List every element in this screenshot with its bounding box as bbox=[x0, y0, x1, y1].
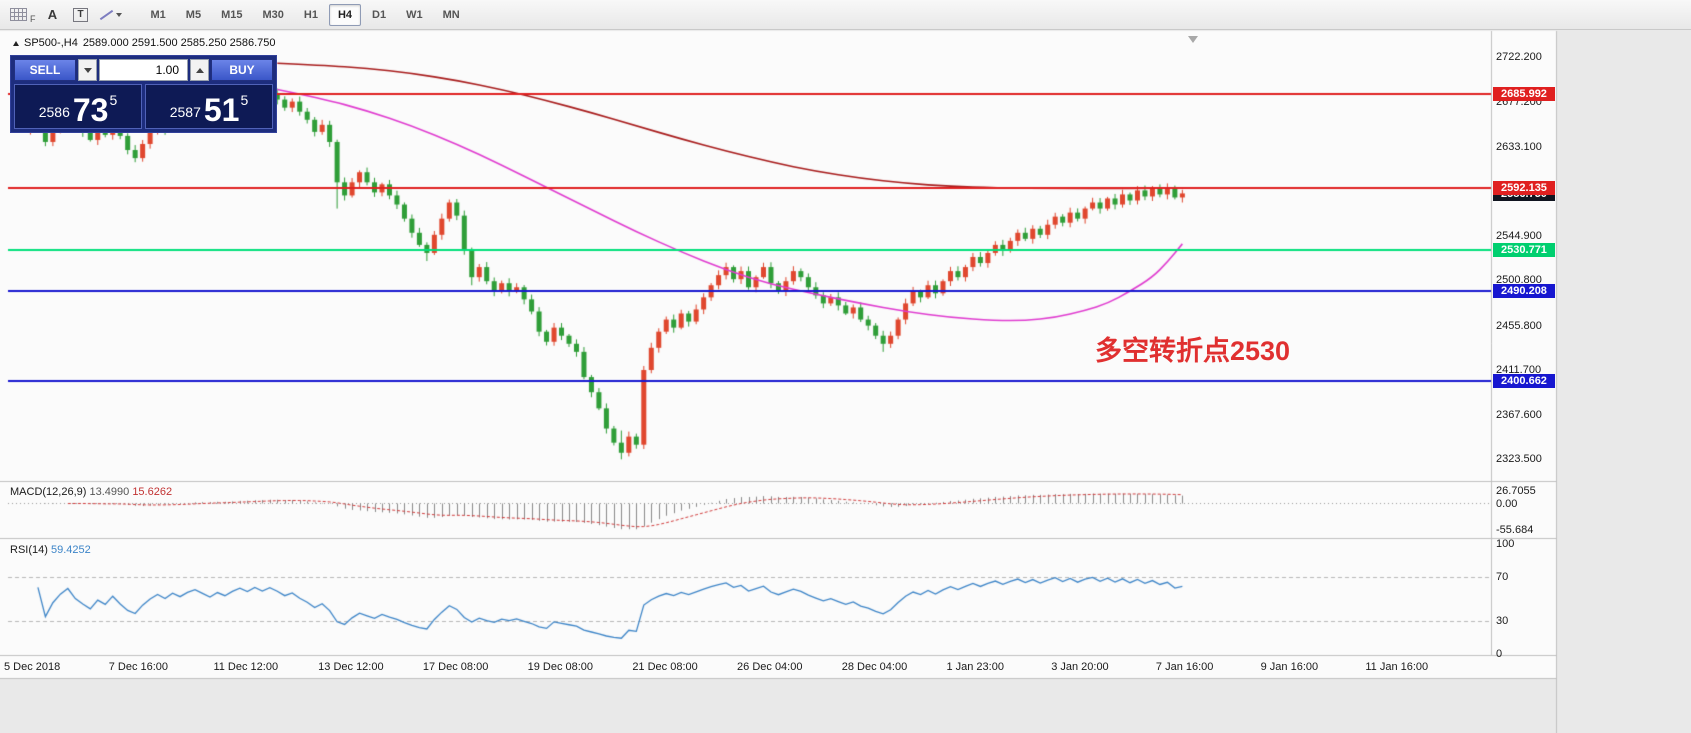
triangle-down-icon bbox=[83, 67, 92, 73]
bid-prefix: 2586 bbox=[38, 104, 70, 120]
price-axis-tick: 2633.100 bbox=[1496, 140, 1542, 153]
price-axis-tick: 2367.600 bbox=[1496, 408, 1542, 421]
timeframe-button-M5[interactable]: M5 bbox=[177, 4, 210, 26]
time-axis-label: 19 Dec 08:00 bbox=[527, 661, 594, 673]
timeframe-button-H1[interactable]: H1 bbox=[295, 4, 327, 26]
timeframe-button-M1[interactable]: M1 bbox=[142, 4, 175, 26]
timeframe-button-M30[interactable]: M30 bbox=[253, 4, 292, 26]
shapes-icon bbox=[100, 8, 113, 21]
price-axis-tick: 2544.900 bbox=[1496, 229, 1542, 242]
chart-annotation-text: 多空转折点2530 bbox=[1095, 336, 1291, 366]
chevron-down-icon bbox=[115, 12, 122, 17]
text-box-button[interactable]: T bbox=[68, 3, 94, 27]
lot-size-input[interactable] bbox=[99, 59, 188, 81]
time-axis-label: 13 Dec 12:00 bbox=[318, 661, 384, 673]
timeframe-button-D1[interactable]: D1 bbox=[363, 4, 395, 26]
rsi-axis-tick: 100 bbox=[1496, 538, 1515, 550]
price-axis-tick: 2455.800 bbox=[1496, 319, 1542, 332]
macd-axis-tick: 0.00 bbox=[1496, 497, 1518, 510]
symbol-arrow-icon bbox=[13, 40, 19, 46]
price-line-badge[interactable]: 2530.771 bbox=[1493, 243, 1555, 258]
time-axis-label: 11 Jan 16:00 bbox=[1365, 661, 1429, 673]
text-t-icon: T bbox=[73, 7, 88, 22]
time-axis-label: 26 Dec 04:00 bbox=[737, 661, 803, 673]
chart-shift-marker-icon[interactable] bbox=[1188, 36, 1198, 43]
trade-controls-row: SELL BUY bbox=[14, 59, 273, 81]
macd-axis-tick: -55.684 bbox=[1496, 523, 1534, 536]
timeframe-button-M15[interactable]: M15 bbox=[212, 4, 251, 26]
symbol-label: SP500-,H4 bbox=[24, 37, 78, 49]
time-axis-label: 1 Jan 23:00 bbox=[946, 661, 1004, 673]
macd-value-signal: 15.6262 bbox=[132, 486, 173, 498]
time-axis-label: 5 Dec 2018 bbox=[4, 661, 61, 673]
time-axis-label: 9 Jan 16:00 bbox=[1260, 661, 1319, 673]
ask-price-display[interactable]: 2587 51 5 bbox=[145, 84, 273, 129]
ask-pip-fraction: 5 bbox=[240, 92, 249, 108]
time-axis-label: 28 Dec 04:00 bbox=[841, 661, 908, 673]
sell-button[interactable]: SELL bbox=[14, 59, 76, 81]
time-axis-label: 7 Dec 16:00 bbox=[108, 661, 169, 673]
f-label: F bbox=[30, 13, 36, 24]
rsi-value: 59.4252 bbox=[50, 544, 91, 556]
timeframe-toolbar: M1 M5 M15 M30 H1 H4 D1 W1 MN bbox=[142, 3, 469, 26]
price-line-badge[interactable]: 2400.662 bbox=[1493, 374, 1555, 389]
time-axis-label: 21 Dec 08:00 bbox=[632, 661, 698, 673]
time-axis-label: 17 Dec 08:00 bbox=[422, 661, 489, 673]
price-line-badge[interactable]: 2592.135 bbox=[1493, 181, 1555, 196]
ohlc-values: 2589.000 2591.500 2585.250 2586.750 bbox=[82, 37, 276, 49]
bid-price-display[interactable]: 2586 73 5 bbox=[14, 84, 142, 129]
grid-tool-button[interactable] bbox=[5, 3, 31, 27]
macd-axis-tick: 26.7055 bbox=[1496, 484, 1536, 497]
grid-icon bbox=[9, 8, 27, 21]
bid-pip-fraction: 5 bbox=[109, 92, 118, 108]
lot-decrease-button[interactable] bbox=[78, 59, 97, 81]
price-axis-tick: 2323.500 bbox=[1496, 453, 1542, 466]
one-click-trading-panel: SELL BUY 2586 73 5 2587 51 5 bbox=[10, 55, 277, 133]
buy-button[interactable]: BUY bbox=[211, 59, 273, 81]
rsi-axis-tick: 0 bbox=[1496, 648, 1503, 660]
text-annotation-button[interactable]: A bbox=[40, 3, 66, 27]
macd-value-main: 13.4990 bbox=[89, 486, 130, 498]
rsi-axis-tick: 30 bbox=[1496, 615, 1509, 627]
shapes-button[interactable] bbox=[96, 3, 126, 27]
macd-indicator-label: MACD(12,26,9) 13.4990 15.6262 bbox=[10, 486, 172, 498]
text-a-icon: A bbox=[47, 7, 58, 22]
price-axis-tick: 2411.700 bbox=[1496, 364, 1542, 377]
bid-big-digits: 73 bbox=[72, 91, 109, 128]
timeframe-button-H4[interactable]: H4 bbox=[328, 3, 361, 26]
price-axis-tick: 2722.200 bbox=[1496, 50, 1542, 63]
lot-increase-button[interactable] bbox=[190, 59, 209, 81]
rsi-axis-tick: 70 bbox=[1496, 571, 1509, 583]
ask-big-digits: 51 bbox=[203, 91, 240, 128]
timeframe-button-MN[interactable]: MN bbox=[434, 4, 469, 26]
price-line-badge[interactable]: 2490.208 bbox=[1493, 284, 1555, 299]
price-axis-tick: 2500.800 bbox=[1496, 274, 1542, 287]
trade-prices-row: 2586 73 5 2587 51 5 bbox=[14, 84, 273, 129]
rsi-name: RSI(14) bbox=[10, 544, 48, 556]
triangle-up-icon bbox=[195, 67, 204, 73]
toolbar: F A T M1 M5 M15 M30 H1 H4 D1 W1 MN bbox=[0, 0, 1691, 30]
rsi-indicator-label: RSI(14) 59.4252 bbox=[10, 544, 91, 556]
macd-name: MACD(12,26,9) bbox=[10, 486, 87, 498]
chart-title: SP500-,H4 2589.000 2591.500 2585.250 258… bbox=[13, 37, 276, 49]
time-axis-label: 3 Jan 20:00 bbox=[1051, 661, 1109, 673]
time-axis-label: 11 Dec 12:00 bbox=[213, 661, 279, 673]
timeframe-button-W1[interactable]: W1 bbox=[397, 4, 432, 26]
time-axis-label: 7 Jan 16:00 bbox=[1155, 661, 1214, 673]
ask-prefix: 2587 bbox=[169, 104, 201, 120]
price-line-badge[interactable]: 2685.992 bbox=[1493, 86, 1555, 101]
